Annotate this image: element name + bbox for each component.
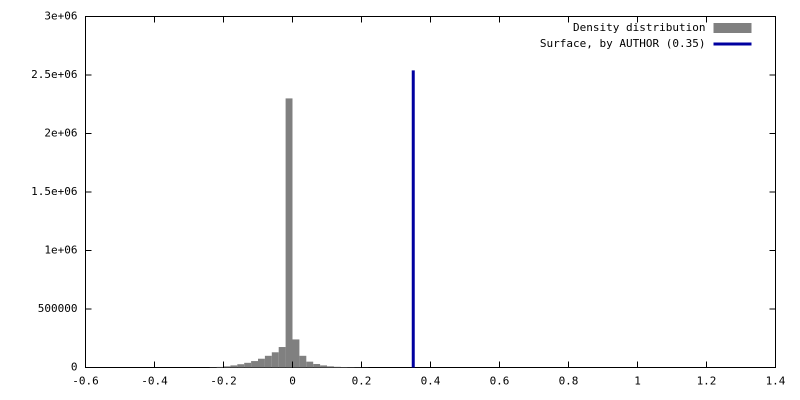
histogram-bar xyxy=(306,361,314,368)
x-tick-label: -0.6 xyxy=(72,375,99,388)
x-tick-label: 1.2 xyxy=(697,375,717,388)
histogram-bar xyxy=(258,358,265,368)
histogram-bar xyxy=(313,363,321,368)
histogram-bar xyxy=(251,361,258,368)
histogram-bar xyxy=(237,364,245,368)
x-tick-label: 1.4 xyxy=(766,375,786,388)
x-tick-label: 0.4 xyxy=(421,375,441,388)
histogram-bar xyxy=(292,339,300,368)
x-tick-label: -0.2 xyxy=(210,375,237,388)
histogram-bar xyxy=(278,347,286,368)
histogram-bar xyxy=(327,366,334,368)
y-tick-label: 3e+06 xyxy=(44,10,77,23)
histogram-bar xyxy=(216,366,224,368)
legend-label: Surface, by AUTHOR (0.35) xyxy=(540,37,706,50)
x-tick-label: -0.4 xyxy=(141,375,168,388)
histogram-bar xyxy=(271,352,279,368)
histogram-bar xyxy=(320,365,327,368)
x-tick-label: 0 xyxy=(289,375,296,388)
histogram-bar xyxy=(230,365,238,368)
y-tick-label: 0 xyxy=(71,361,78,374)
y-tick-label: 1e+06 xyxy=(44,244,77,257)
y-tick-label: 2.5e+06 xyxy=(31,68,77,81)
legend-label: Density distribution xyxy=(573,21,705,34)
plot-frame xyxy=(85,16,776,368)
histogram-bar xyxy=(299,355,307,368)
histogram-bar xyxy=(264,355,272,368)
legend-swatch xyxy=(713,23,752,33)
histogram-bar xyxy=(223,366,231,368)
x-tick-label: 0.8 xyxy=(559,375,579,388)
histogram-bar xyxy=(244,362,252,368)
x-tick-label: 1 xyxy=(634,375,641,388)
y-tick-label: 1.5e+06 xyxy=(31,185,77,198)
x-tick-label: 0.6 xyxy=(490,375,510,388)
histogram-bar xyxy=(285,98,293,368)
x-tick-label: 0.2 xyxy=(352,375,372,388)
histogram-bar xyxy=(333,366,341,368)
y-tick-label: 500000 xyxy=(38,302,78,315)
y-tick-label: 2e+06 xyxy=(44,127,77,140)
